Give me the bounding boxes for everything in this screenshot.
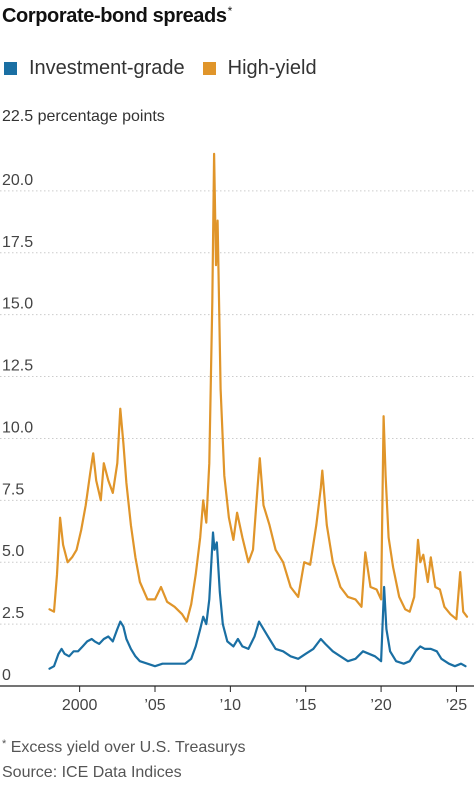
y-tick-label: 7.5 <box>2 481 24 498</box>
title-footnote-marker: * <box>227 4 233 18</box>
chart-title: Corporate-bond spreads* <box>2 4 232 28</box>
legend-label-high-yield: High-yield <box>227 57 317 79</box>
y-tick-label: 12.5 <box>2 358 33 375</box>
footnote: * Excess yield over U.S. Treasurys <box>2 738 245 757</box>
y-axis-unit-label: 22.5 percentage points <box>2 108 165 125</box>
series-line-investment-grade <box>48 531 467 670</box>
chart-title-text: Corporate-bond spreads <box>2 5 227 27</box>
legend-swatch-high-yield <box>202 62 216 75</box>
y-tick-label: 17.5 <box>2 234 33 251</box>
legend-entry-investment-grade: Investment-grade <box>4 57 185 80</box>
x-tick-label: ’25 <box>446 697 467 714</box>
y-tick-label: 2.5 <box>2 605 24 622</box>
y-tick-label: 10.0 <box>2 419 33 436</box>
footnote-text: Excess yield over U.S. Treasurys <box>10 739 246 756</box>
x-tick-label: 2000 <box>62 697 98 714</box>
legend-label-investment-grade: Investment-grade <box>29 57 185 79</box>
y-tick-label: 5.0 <box>2 543 24 560</box>
series-line-high-yield <box>48 152 469 623</box>
y-tick-label: 0 <box>2 667 11 684</box>
y-tick-label: 20.0 <box>2 172 33 189</box>
footnote-marker: * <box>2 738 7 750</box>
x-tick-label: ’05 <box>144 697 165 714</box>
x-tick-label: ’15 <box>295 697 316 714</box>
legend-swatch-investment-grade <box>4 62 17 75</box>
x-tick-label: ’10 <box>220 697 241 714</box>
legend: Investment-grade High-yield <box>4 57 335 80</box>
x-tick-label: ’20 <box>370 697 391 714</box>
legend-entry-high-yield: High-yield <box>202 57 317 80</box>
y-tick-label: 15.0 <box>2 296 33 313</box>
source-line: Source: ICE Data Indices <box>2 764 182 781</box>
